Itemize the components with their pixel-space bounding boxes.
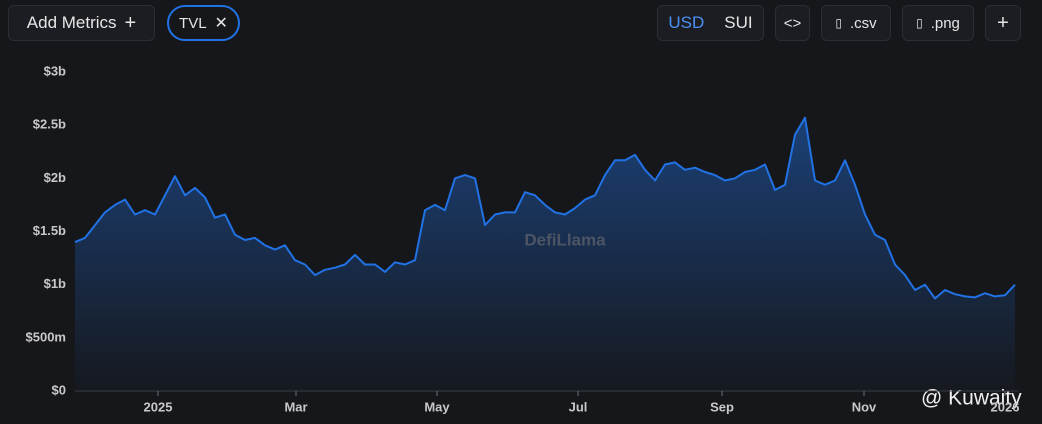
x-tick-label: 2026	[991, 399, 1020, 414]
line	[74, 116, 1016, 300]
png-button[interactable]: ▯ .png	[902, 5, 974, 41]
watermark: DefiLlama	[524, 230, 606, 249]
currency-toggle: USD SUI	[657, 5, 764, 41]
x-tick-label: Nov	[852, 399, 877, 414]
watermark: @ Kuwaity	[921, 387, 1022, 410]
y-tick-label: $0	[52, 382, 66, 397]
x-tick-label: Sep	[710, 399, 734, 414]
csv-button[interactable]: ▯ .csv	[821, 5, 891, 41]
file-icon: ▯	[916, 16, 923, 30]
button-text: <>	[783, 14, 802, 32]
add-metrics-button[interactable]: Add Metrics +	[8, 5, 155, 41]
y-tick-label: $1b	[44, 276, 66, 291]
close-icon: ✕	[214, 15, 228, 32]
add-chart-button[interactable]: +	[985, 5, 1021, 41]
y-tick-label: $1.5b	[33, 223, 66, 238]
y-tick-label: $500m	[26, 329, 66, 344]
metric-chip[interactable]: TVL ✕	[167, 5, 240, 41]
area-fill	[75, 117, 1015, 391]
button-text: Add Metrics	[26, 13, 117, 32]
button-text: .csv	[849, 14, 877, 32]
file-icon: ▯	[835, 16, 842, 30]
embed-button[interactable]: <>	[775, 5, 810, 41]
y-tick-label: $2.5b	[33, 117, 66, 132]
y-tick-label: $2b	[44, 170, 66, 185]
currency-usd[interactable]: USD	[668, 13, 705, 32]
x-tick-label: Mar	[284, 399, 307, 414]
x-tick-label: Jul	[569, 399, 588, 414]
x-tick-label: 2025	[144, 399, 173, 414]
chip-text: TVL	[179, 14, 207, 32]
currency-sui[interactable]: SUI	[724, 13, 753, 32]
y-tick-label: $3b	[44, 63, 66, 78]
button-text: .png	[930, 14, 960, 32]
x-tick-label: May	[424, 399, 450, 414]
plus-icon: +	[124, 11, 137, 34]
